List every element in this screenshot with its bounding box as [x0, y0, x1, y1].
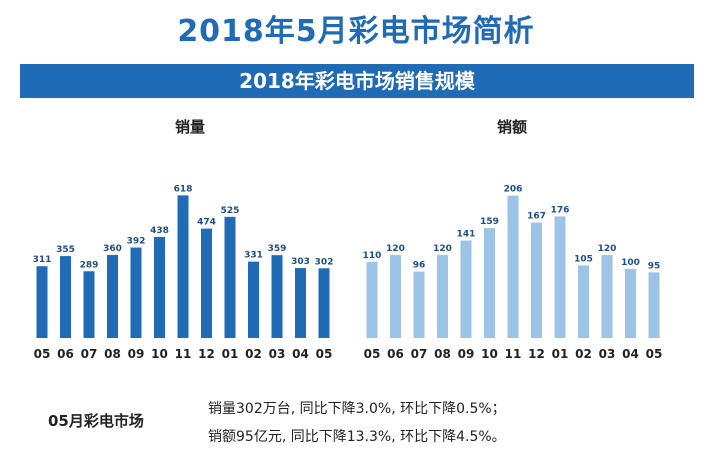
revenue-bar: [648, 272, 660, 338]
revenue-tick-label: 11: [505, 347, 522, 361]
revenue-data-label: 105: [574, 254, 593, 264]
revenue-data-label: 159: [480, 217, 499, 227]
revenue-bar: [625, 268, 636, 338]
volume-tick-label: 07: [81, 347, 98, 361]
revenue-tick-label: 06: [387, 347, 404, 361]
volume-tick-label: 09: [128, 347, 145, 361]
volume-tick-label: 06: [57, 347, 74, 361]
volume-bar: [248, 261, 259, 338]
volume-bar: [83, 271, 95, 338]
revenue-data-label: 100: [621, 258, 640, 268]
volume-data-label: 311: [33, 255, 52, 265]
revenue-data-label: 120: [433, 244, 452, 254]
volume-bar: [60, 256, 71, 338]
volume-data-label: 355: [56, 245, 75, 255]
volume-data-label: 302: [315, 257, 334, 267]
revenue-bar: [507, 195, 519, 338]
section-banner: 2018年彩电市场销售规模: [20, 64, 694, 98]
volume-data-label: 392: [127, 237, 146, 247]
revenue-bar: [366, 261, 378, 338]
revenue-tick-label: 05: [364, 347, 381, 361]
volume-bar: [154, 236, 165, 338]
volume-bar: [295, 268, 306, 338]
revenue-tick-label: 02: [575, 347, 592, 361]
revenue-data-label: 110: [363, 251, 382, 261]
revenue-data-label: 95: [648, 261, 661, 271]
revenue-tick-label: 03: [599, 347, 616, 361]
revenue-data-label: 141: [457, 230, 476, 240]
volume-tick-label: 03: [269, 347, 286, 361]
volume-bar: [224, 216, 236, 338]
page-title: 2018年5月彩电市场简析: [177, 14, 535, 49]
volume-tick-label: 02: [245, 347, 262, 361]
revenue-bar: [601, 255, 613, 338]
volume-bar: [318, 268, 330, 338]
chart-title-volume: 销量: [174, 118, 205, 136]
revenue-tick-label: 10: [481, 347, 498, 361]
volume-data-label: 303: [291, 257, 310, 267]
volume-tick-label: 11: [175, 347, 192, 361]
revenue-bar: [531, 222, 542, 338]
revenue-data-label: 206: [504, 185, 523, 195]
volume-data-label: 618: [174, 184, 193, 194]
volume-bar: [201, 228, 212, 338]
revenue-bar: [390, 255, 401, 338]
revenue-tick-label: 01: [552, 347, 569, 361]
volume-tick-label: 05: [34, 347, 51, 361]
volume-tick-label: 05: [316, 347, 333, 361]
volume-bar: [36, 266, 48, 338]
volume-data-label: 360: [103, 244, 122, 254]
volume-tick-label: 01: [222, 347, 239, 361]
revenue-bar: [484, 228, 495, 338]
revenue-data-label: 120: [598, 244, 617, 254]
volume-tick-label: 10: [151, 347, 168, 361]
revenue-data-label: 167: [527, 212, 546, 222]
revenue-data-label: 96: [413, 261, 426, 271]
volume-data-label: 331: [244, 251, 263, 261]
volume-tick-label: 12: [198, 347, 215, 361]
volume-data-label: 359: [268, 244, 287, 254]
footer-line-revenue: 销额95亿元, 同比下降13.3%, 环比下降4.5%。: [208, 429, 506, 445]
volume-data-label: 289: [80, 260, 99, 270]
revenue-tick-label: 12: [528, 347, 545, 361]
volume-bar-chart: 311 05 355 06 289 07 360 08 392 09 438 10 618 11 474 12…: [33, 184, 334, 361]
volume-tick-label: 08: [104, 347, 121, 361]
volume-bar: [130, 247, 142, 338]
revenue-bar: [554, 216, 566, 338]
revenue-tick-label: 05: [646, 347, 663, 361]
volume-data-label: 474: [197, 218, 216, 228]
revenue-bar: [437, 255, 448, 338]
revenue-bar: [413, 271, 425, 338]
footer-line-volume: 销量302万台, 同比下降3.0%, 环比下降0.5%；: [208, 401, 506, 417]
volume-tick-label: 04: [292, 347, 309, 361]
revenue-tick-label: 07: [411, 347, 428, 361]
footer-label: 05月彩电市场: [48, 412, 144, 430]
revenue-tick-label: 04: [622, 347, 639, 361]
revenue-bar: [460, 240, 472, 338]
volume-bar: [107, 254, 118, 338]
revenue-data-label: 120: [386, 244, 405, 254]
revenue-tick-label: 09: [458, 347, 475, 361]
revenue-data-label: 176: [551, 205, 570, 215]
volume-bar: [271, 255, 283, 338]
revenue-tick-label: 08: [434, 347, 451, 361]
revenue-bar-chart: 110 05 120 06 96 07 120 08 141 09 159 10 206 11 167 12 1…: [363, 185, 663, 361]
chart-title-revenue: 销额: [496, 118, 527, 136]
volume-bar: [177, 195, 189, 338]
volume-data-label: 438: [150, 226, 169, 236]
revenue-bar: [578, 265, 589, 338]
volume-data-label: 525: [221, 206, 240, 216]
